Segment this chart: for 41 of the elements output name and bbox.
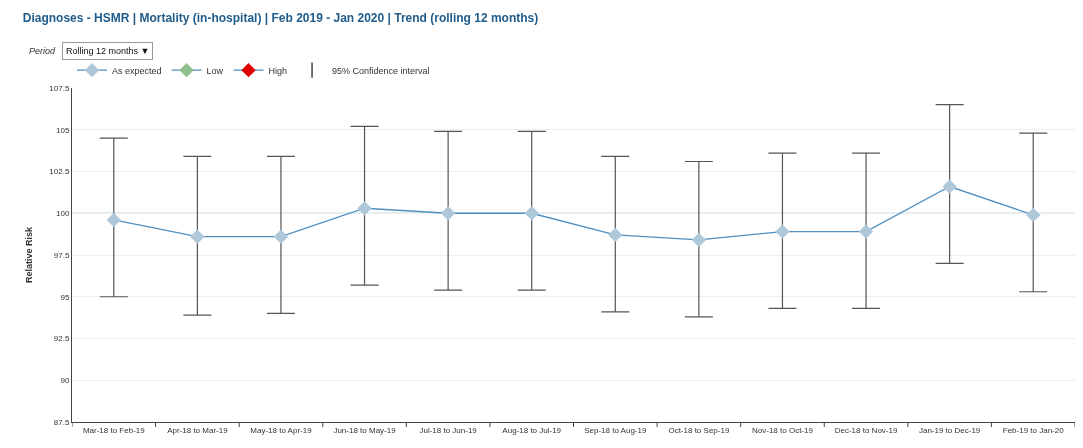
x-tick-label: Feb-19 to Jan-20 bbox=[1002, 425, 1065, 435]
x-tick-label: Oct-18 to Sep-19 bbox=[668, 425, 730, 435]
x-tick-label: Sep-18 to Aug-19 bbox=[584, 425, 647, 435]
y-tick-label: 97.5 bbox=[53, 250, 70, 260]
x-tick-label: Jul-18 to Jun-19 bbox=[419, 425, 478, 435]
x-tick-label: Mar-18 to Feb-19 bbox=[82, 425, 146, 435]
y-tick-label: 92.5 bbox=[53, 334, 70, 344]
x-tick-label: Nov-18 to Oct-19 bbox=[752, 425, 814, 435]
x-tick-label: Jun-18 to May-19 bbox=[333, 425, 397, 435]
legend-label: Low bbox=[206, 65, 224, 76]
text: Rolling 12 months ▼ bbox=[66, 46, 150, 56]
point bbox=[691, 232, 707, 248]
legend-label: 95% Confidence interval bbox=[332, 65, 430, 76]
x-tick-label: Apr-18 to Mar-19 bbox=[167, 425, 229, 435]
y-axis-title: Relative Risk bbox=[23, 225, 34, 284]
point bbox=[190, 229, 205, 244]
point bbox=[357, 201, 372, 216]
point bbox=[1026, 207, 1041, 223]
x-tick-label: May-18 to Apr-19 bbox=[250, 425, 313, 435]
y-tick-label: 102.5 bbox=[49, 167, 70, 177]
point bbox=[440, 206, 456, 221]
point bbox=[273, 229, 289, 244]
x-tick-label: Aug-18 to Jul-19 bbox=[502, 425, 562, 435]
point bbox=[106, 212, 121, 228]
point bbox=[858, 224, 874, 239]
point bbox=[608, 227, 623, 243]
point bbox=[775, 224, 790, 239]
point bbox=[942, 179, 957, 194]
y-tick-label: 90 bbox=[60, 376, 70, 386]
x-tick-label: Dec-18 to Nov-19 bbox=[834, 425, 898, 435]
y-tick-label: 95 bbox=[60, 292, 70, 302]
y-tick-label: 107.5 bbox=[49, 83, 70, 93]
legend-label: High bbox=[268, 65, 288, 76]
legend-label: As expected bbox=[112, 65, 162, 76]
text: Period bbox=[29, 46, 57, 56]
y-tick-label: 87.5 bbox=[53, 417, 70, 427]
point bbox=[524, 206, 539, 221]
y-tick-label: 100 bbox=[56, 209, 70, 219]
y-tick-label: 105 bbox=[56, 125, 70, 135]
chart-title: Diagnoses - HSMR | Mortality (in-hospital) | Feb 2019 - Jan 2020 | Trend (rolling 12 months) bbox=[22, 10, 539, 25]
x-tick-label: Jan-19 to Dec-19 bbox=[918, 425, 981, 435]
